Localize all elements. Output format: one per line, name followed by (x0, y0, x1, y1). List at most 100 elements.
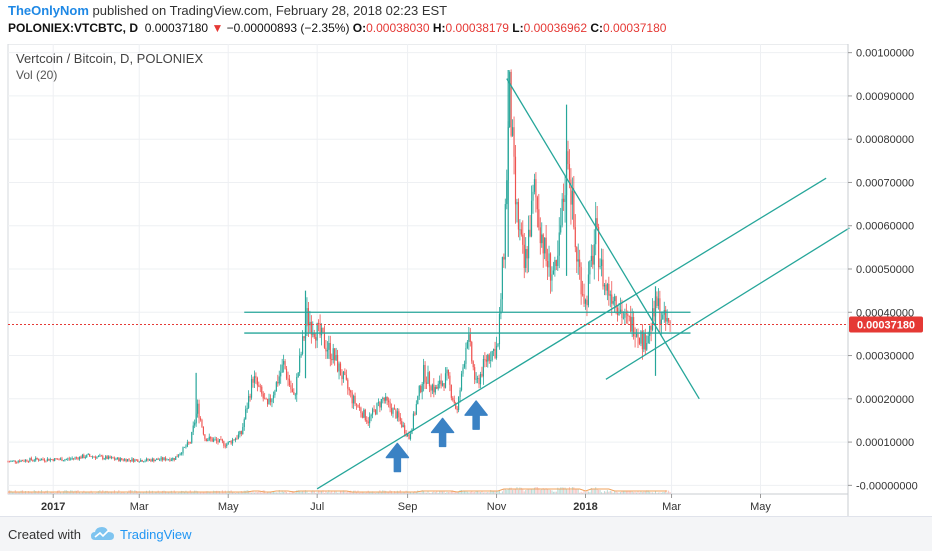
candle-body (90, 456, 92, 457)
candle-body (218, 439, 221, 443)
candle-body (471, 341, 473, 362)
volume-bar (536, 487, 538, 494)
candle-body (541, 234, 543, 244)
candle-body (392, 408, 394, 414)
volume-bar (43, 492, 45, 494)
volume-bar (620, 492, 621, 494)
volume-bar (323, 492, 325, 494)
candle-body (520, 229, 522, 235)
candle-body (132, 458, 134, 462)
candle-body (113, 458, 116, 460)
candle-body (288, 378, 291, 386)
volume-bar (557, 487, 559, 494)
candle-body (635, 334, 638, 337)
volume-bar (433, 491, 435, 494)
candle-body (479, 374, 482, 385)
candle-body (401, 421, 403, 427)
candle-body (157, 458, 159, 460)
candle-body (472, 361, 474, 368)
candle-body (192, 425, 194, 432)
candle-body (173, 458, 175, 460)
price-chart[interactable]: 0.00100000 0.00090000 0.00080000 0.00070000… (0, 44, 932, 516)
created-with-label: Created with (8, 527, 81, 542)
volume-bar (428, 492, 430, 494)
volume-bar (652, 492, 654, 494)
candle-body (430, 386, 432, 391)
candle-body (125, 459, 127, 462)
volume-bar (555, 491, 557, 494)
candle-body (487, 354, 489, 362)
candle-body (323, 333, 326, 348)
candle-body (40, 459, 43, 461)
candle-body (573, 190, 575, 228)
last-price: 0.00037180 (144, 21, 209, 35)
volume-bar (280, 492, 282, 494)
candle-body (662, 314, 664, 320)
volume-bar (127, 492, 129, 494)
volume-bar (277, 492, 279, 494)
candle-body (481, 374, 483, 377)
candle-body (172, 458, 174, 460)
volume-bar (319, 491, 321, 494)
tradingview-brand-link[interactable]: TradingView (120, 527, 192, 542)
candle-body (86, 454, 88, 458)
volume-indicator-label[interactable]: Vol (20) (16, 68, 57, 82)
candle-body (27, 461, 29, 463)
candle-body (124, 459, 126, 461)
volume-bar (138, 491, 140, 494)
volume-bar (423, 490, 425, 494)
volume-bar (220, 492, 222, 494)
candle-body (415, 404, 417, 415)
candle-body (637, 334, 639, 338)
volume-bar (207, 491, 209, 494)
candle-body (122, 459, 124, 461)
volume-bar (291, 491, 293, 494)
candle-body (287, 378, 289, 380)
candle-body (484, 359, 486, 360)
candle-body (131, 458, 133, 461)
candle-body (294, 394, 296, 396)
candle-body (217, 440, 219, 443)
candle-body (153, 458, 155, 462)
candle-body (603, 284, 606, 287)
candle-body (201, 419, 203, 427)
time-axis[interactable]: 2017 Mar May Jul Sep Nov 2018 Mar May (41, 494, 771, 513)
volume-bar (350, 490, 352, 494)
volume-bar (541, 488, 543, 494)
candle-body (140, 460, 142, 462)
candle-body (284, 361, 286, 369)
volume-bar (461, 490, 463, 494)
volume-bar (636, 492, 638, 494)
candle-body (179, 453, 181, 456)
candle-body (447, 369, 449, 376)
candle-body (509, 71, 511, 128)
volume-bar (507, 488, 509, 494)
candle-body (380, 398, 382, 408)
symbol-label[interactable]: POLONIEX:VTCBTC, D (8, 21, 139, 35)
candle-body (547, 261, 549, 268)
candle-body (421, 384, 423, 393)
volume-bar (643, 491, 645, 494)
volume-bar (386, 491, 388, 494)
volume-bar (415, 491, 417, 494)
candle-body (389, 402, 391, 408)
candle-body (335, 354, 337, 361)
candle-body (328, 342, 330, 350)
volume-bar (329, 492, 331, 494)
volume-bar (649, 491, 651, 494)
tradingview-cloud-icon[interactable] (90, 525, 116, 543)
candle-body (353, 395, 355, 404)
volume-bar (61, 492, 63, 494)
candle-body (144, 460, 146, 462)
volume-bar (515, 488, 516, 494)
candle-body (449, 375, 451, 385)
volume-bar (361, 491, 363, 494)
volume-bar (522, 488, 524, 494)
price-axis[interactable]: 0.00100000 0.00090000 0.00080000 0.00070000… (848, 48, 918, 493)
candle-body (617, 308, 619, 316)
volume-bar (233, 492, 235, 494)
candle-body (74, 457, 76, 459)
grid-lines (8, 44, 848, 494)
author-link[interactable]: TheOnlyNom (8, 3, 89, 18)
candle-body (268, 398, 270, 405)
